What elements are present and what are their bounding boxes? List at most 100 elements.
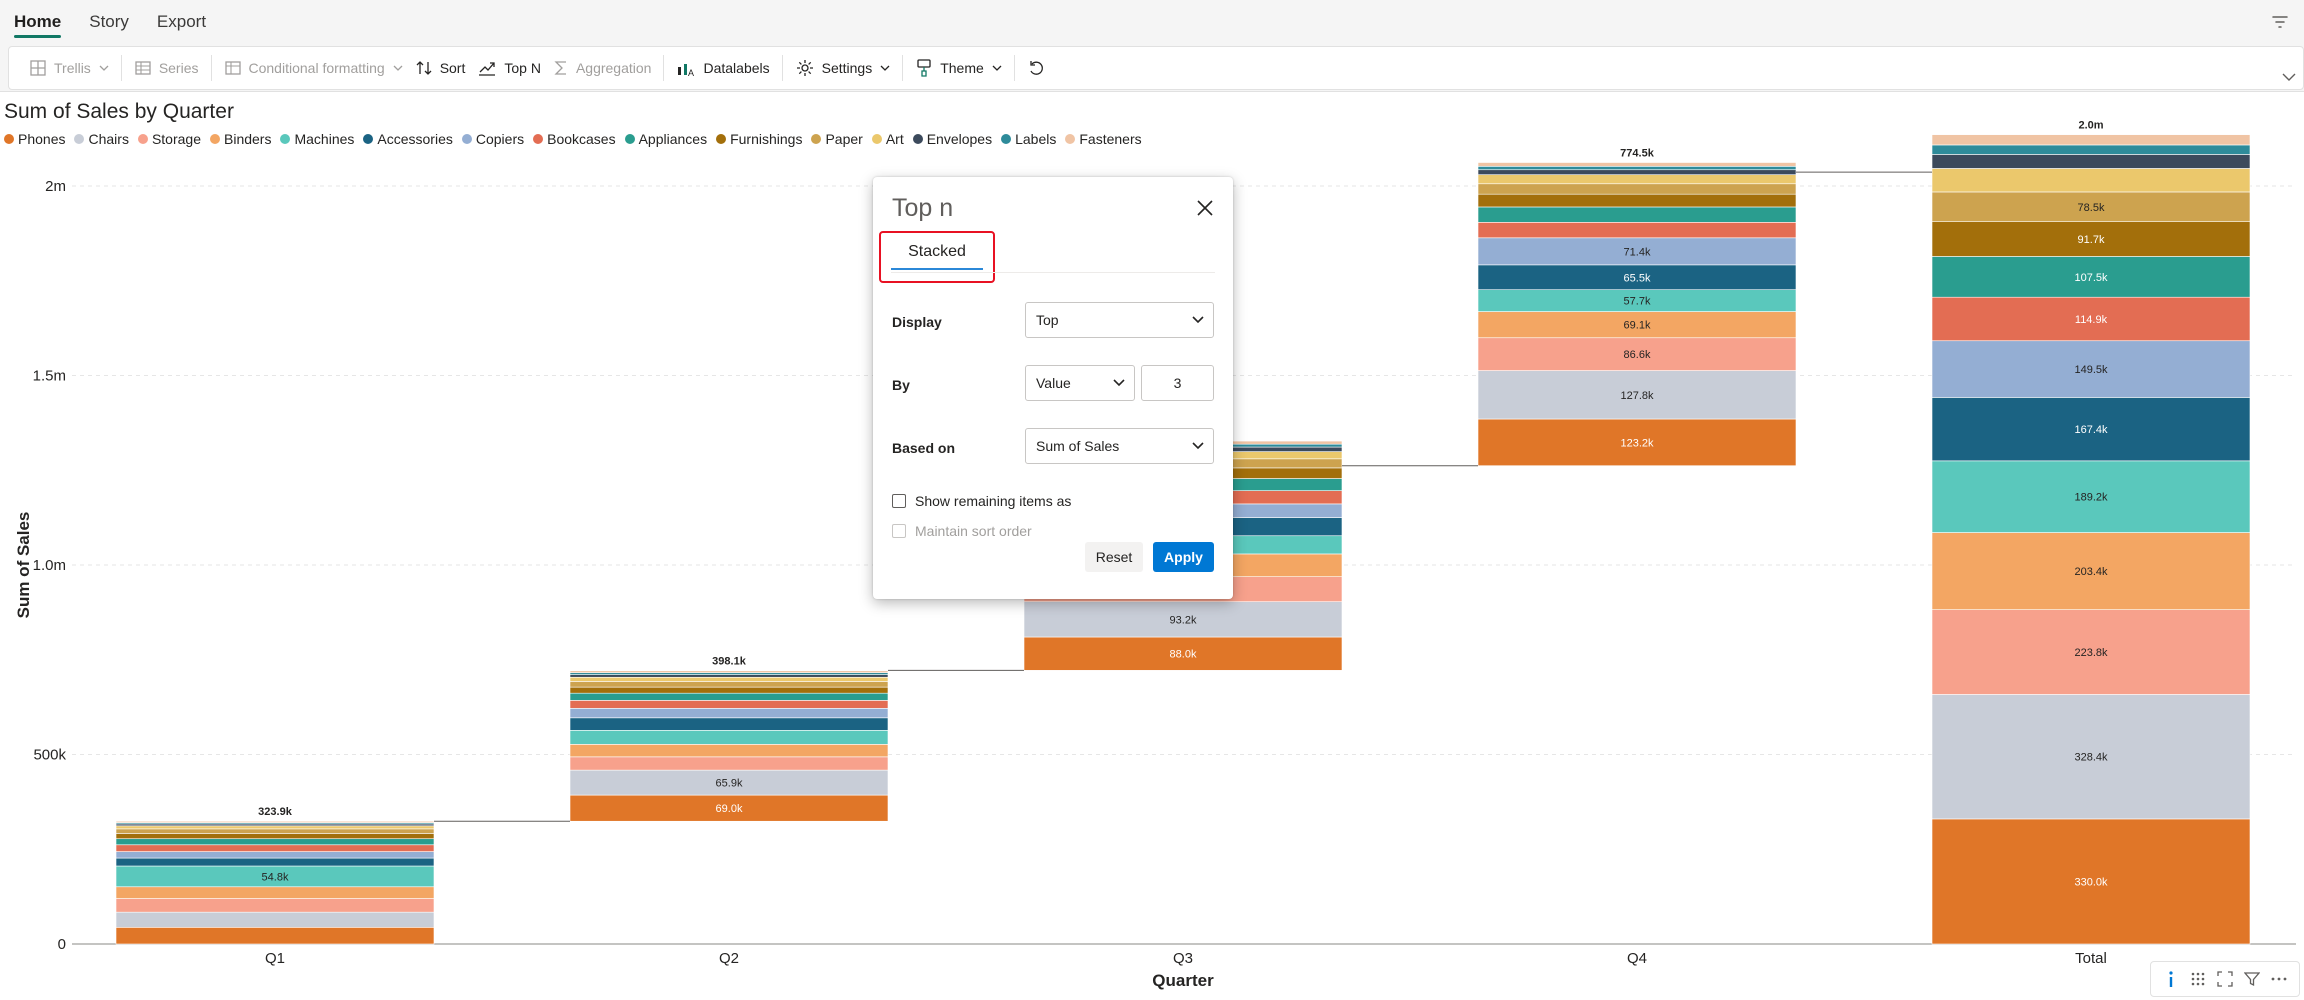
legend-item[interactable]: Bookcases xyxy=(533,131,616,147)
legend-swatch xyxy=(4,134,14,144)
legend-item[interactable]: Machines xyxy=(280,131,354,147)
legend-swatch xyxy=(871,134,882,144)
legend-item[interactable]: Accessories xyxy=(363,131,453,147)
x-tick-label: Q1 xyxy=(265,950,285,967)
legend-swatch xyxy=(137,134,148,144)
legend-item[interactable]: Appliances xyxy=(624,131,707,147)
top-n-dialog: Top n Stacked Display Top By Value 3 Bas… xyxy=(873,177,1233,599)
bar-segment xyxy=(1477,237,1797,266)
legend-label: Machines xyxy=(294,131,355,147)
x-tick-label: Q4 xyxy=(1627,950,1647,967)
top-n-button[interactable]: Top N xyxy=(471,50,547,86)
paint-brush-icon xyxy=(917,59,931,77)
maintain-sort-checkbox[interactable]: Maintain sort order xyxy=(892,523,1032,539)
tab-home[interactable]: Home xyxy=(0,0,75,44)
bar-segment xyxy=(1931,340,2251,398)
data-label: 114.9k xyxy=(2075,314,2108,326)
undo-button[interactable] xyxy=(1021,50,1058,86)
bar-segment xyxy=(1477,206,1797,223)
bar-segment xyxy=(115,851,435,859)
dialog-title: Top n xyxy=(892,194,954,222)
data-label: 223.8k xyxy=(2074,647,2108,659)
theme-button[interactable]: Theme xyxy=(909,50,1008,86)
legend-item[interactable]: Labels xyxy=(1001,131,1056,147)
chevron-down-icon xyxy=(99,65,109,71)
legend-item[interactable]: Paper xyxy=(811,131,863,147)
sigma-icon xyxy=(554,61,566,75)
based-on-select[interactable]: Sum of Sales xyxy=(1025,428,1214,464)
tab-export[interactable]: Export xyxy=(156,12,207,31)
data-label: 86.6k xyxy=(1624,349,1651,361)
y-tick-label: 0 xyxy=(58,936,66,953)
legend-item[interactable]: Copiers xyxy=(461,131,524,147)
aggregation-button[interactable]: Aggregation xyxy=(547,50,658,86)
sort-button[interactable]: Sort xyxy=(409,50,472,86)
visual-tools xyxy=(2150,961,2300,997)
show-remaining-checkbox[interactable]: Show remaining items as xyxy=(892,493,1071,509)
bar-segment xyxy=(115,898,435,913)
close-icon[interactable] xyxy=(1195,198,1215,218)
data-label: 54.8k xyxy=(262,871,289,883)
legend-item[interactable]: Binders xyxy=(210,131,271,147)
chevron-down-icon xyxy=(880,65,890,71)
legend-item[interactable]: Storage xyxy=(137,131,201,147)
bar-segment xyxy=(569,681,889,688)
dots-grid-icon[interactable] xyxy=(2188,969,2208,989)
chevron-down-icon xyxy=(992,65,1002,71)
tab-story[interactable]: Story xyxy=(89,12,129,31)
by-select[interactable]: Value xyxy=(1025,365,1135,401)
legend-item[interactable]: Phones xyxy=(4,131,65,147)
reset-button[interactable]: Reset xyxy=(1085,542,1143,572)
bar-segment xyxy=(115,927,435,945)
legend-swatch xyxy=(811,134,822,144)
legend-label: Labels xyxy=(1015,131,1057,147)
legend-swatch xyxy=(461,134,472,144)
legend-label: Bookcases xyxy=(547,131,616,147)
focus-icon[interactable] xyxy=(2215,969,2235,989)
x-tick-label: Total xyxy=(2075,950,2107,967)
legend-item[interactable]: Envelopes xyxy=(912,131,992,147)
bar-segment xyxy=(1931,134,2251,146)
bar-segment xyxy=(1931,154,2251,169)
data-label: 189.2k xyxy=(2074,492,2108,504)
bar-segment xyxy=(1023,601,1343,638)
toolbar-divider xyxy=(1013,55,1015,81)
datalabels-button[interactable]: A Datalabels xyxy=(670,50,775,86)
data-label: 65.5k xyxy=(1624,272,1651,284)
datalabels-icon: A xyxy=(678,64,694,77)
legend-label: Paper xyxy=(825,131,863,147)
top-n-icon xyxy=(479,62,496,76)
legend-swatch xyxy=(363,134,374,144)
data-label: 88.0k xyxy=(1170,649,1197,661)
legend-item[interactable]: Fasteners xyxy=(1065,131,1142,147)
more-icon[interactable] xyxy=(2269,969,2289,989)
bar-segment xyxy=(1931,694,2251,820)
legend-item[interactable]: Furnishings xyxy=(716,131,802,147)
series-button[interactable]: Series xyxy=(128,50,205,86)
toolbar-divider xyxy=(902,55,904,81)
bar-segment xyxy=(1931,460,2251,533)
bar-segment xyxy=(569,730,889,745)
y-tick-label: 2m xyxy=(45,178,66,195)
filter-icon[interactable] xyxy=(2242,969,2262,989)
data-label: 71.4k xyxy=(1624,246,1651,258)
tab-stacked[interactable]: Stacked xyxy=(891,243,983,270)
data-label: 57.7k xyxy=(1624,296,1651,308)
settings-button[interactable]: Settings xyxy=(789,50,897,86)
info-icon[interactable] xyxy=(2161,969,2181,989)
chevron-down-icon[interactable] xyxy=(2282,72,2296,82)
by-count-input[interactable]: 3 xyxy=(1141,365,1214,401)
legend-item[interactable]: Art xyxy=(871,131,904,147)
display-select[interactable]: Top xyxy=(1025,302,1214,338)
conditional-formatting-button[interactable]: Conditional formatting xyxy=(218,50,409,86)
legend-item[interactable]: Chairs xyxy=(74,131,129,147)
filter-icon[interactable] xyxy=(2270,12,2290,32)
apply-button[interactable]: Apply xyxy=(1153,542,1214,572)
legend-swatch xyxy=(1065,134,1076,144)
data-label: 149.5k xyxy=(2074,364,2108,376)
chevron-down-icon xyxy=(1113,379,1125,387)
bar-segment xyxy=(115,838,435,846)
bar-segment xyxy=(1477,370,1797,420)
toolbar-divider xyxy=(663,55,665,81)
trellis-button[interactable]: Trellis xyxy=(23,50,115,86)
